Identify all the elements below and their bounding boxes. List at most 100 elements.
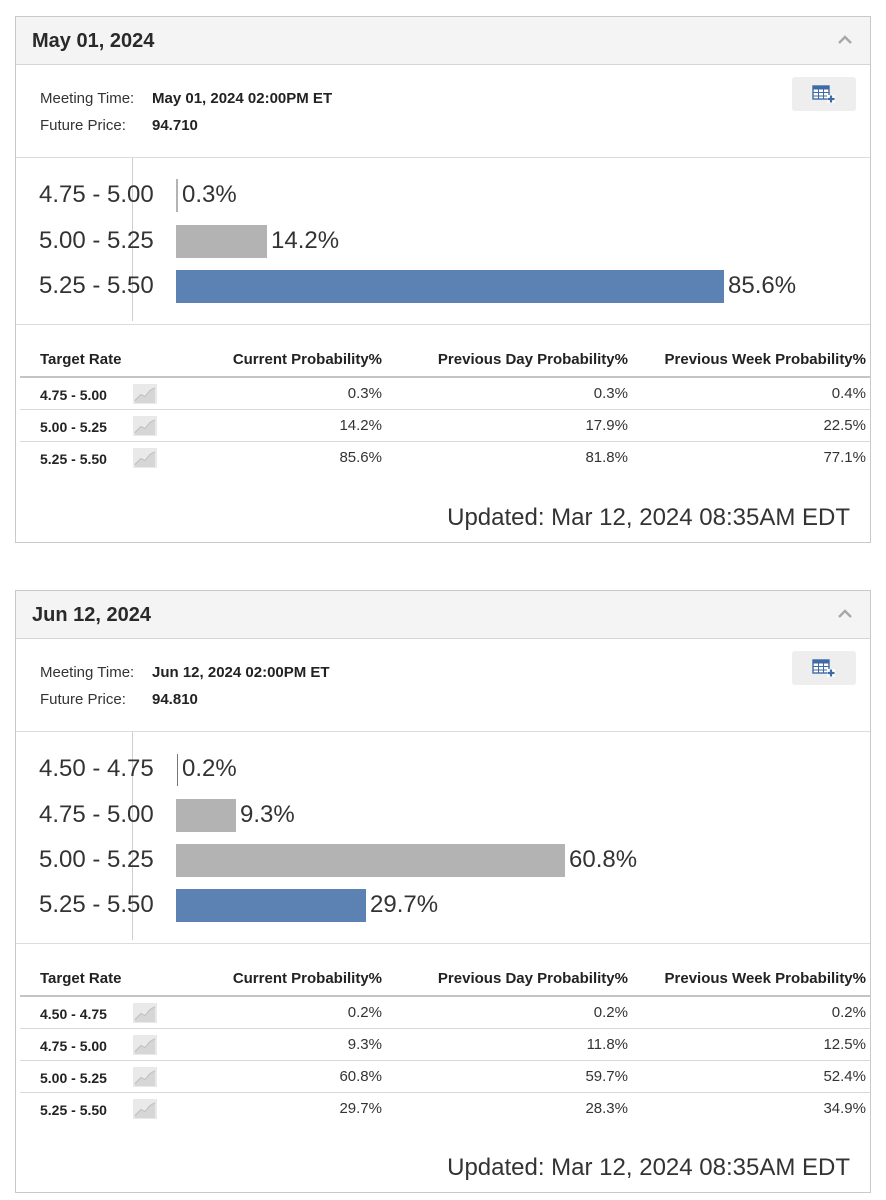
chevron-up-icon[interactable] — [836, 607, 854, 621]
table-row: 4.75 - 5.00 9.3% 11.8% 12.5% — [20, 1029, 870, 1061]
current-probability: 14.2% — [339, 417, 382, 434]
probability-bar — [176, 179, 178, 212]
target-rate: 4.75 - 5.00 — [40, 387, 107, 403]
header-target-rate: Target Rate — [40, 970, 122, 987]
current-probability: 0.3% — [347, 385, 382, 402]
target-rate: 4.75 - 5.00 — [40, 1038, 107, 1054]
panel-header[interactable]: Jun 12, 2024 — [16, 591, 870, 639]
chart-axis — [132, 158, 133, 321]
header-current-probability: Current Probability% — [232, 970, 382, 987]
table-row: 4.75 - 5.00 0.3% 0.3% 0.4% — [20, 378, 870, 410]
previous-day-probability: 59.7% — [585, 1068, 628, 1085]
meeting-panel: Jun 12, 2024 Meeting Time: Jun 12, 2024 … — [15, 590, 871, 1193]
previous-day-probability: 28.3% — [585, 1100, 628, 1117]
header-current-probability: Current Probability% — [232, 351, 382, 368]
divider — [16, 731, 870, 732]
current-probability: 0.2% — [347, 1004, 382, 1021]
previous-week-probability: 0.4% — [831, 385, 866, 402]
future-price-label: Future Price: — [40, 117, 126, 134]
target-rate: 5.00 - 5.25 — [40, 1070, 107, 1086]
bar-label: 5.25 - 5.50 — [39, 272, 154, 299]
table-add-icon — [812, 659, 835, 677]
meeting-info: Meeting Time: May 01, 2024 02:00PM ET Fu… — [40, 85, 332, 139]
previous-week-probability: 0.2% — [831, 1004, 866, 1021]
header-previous-day-probability: Previous Day Probability% — [437, 351, 628, 368]
meeting-panel: May 01, 2024 Meeting Time: May 01, 2024 … — [15, 16, 871, 543]
table-add-icon — [812, 85, 835, 103]
bar-value: 14.2% — [271, 227, 340, 254]
target-rate: 5.25 - 5.50 — [40, 451, 107, 467]
current-probability: 85.6% — [339, 449, 382, 466]
probability-table: Target Rate Current Probability% Previou… — [20, 961, 870, 1125]
table-row: 5.00 - 5.25 14.2% 17.9% 22.5% — [20, 410, 870, 442]
chart-axis — [132, 732, 133, 940]
previous-day-probability: 81.8% — [585, 449, 628, 466]
export-table-button[interactable] — [792, 651, 856, 685]
bar-value: 0.3% — [182, 181, 237, 208]
bar-label: 5.25 - 5.50 — [39, 891, 154, 918]
future-price-value: 94.810 — [152, 691, 198, 708]
bar-label: 5.00 - 5.25 — [39, 846, 154, 873]
current-probability: 60.8% — [339, 1068, 382, 1085]
sparkline-chart-icon[interactable] — [133, 1099, 157, 1119]
future-price-value: 94.710 — [152, 117, 198, 134]
previous-day-probability: 0.3% — [593, 385, 628, 402]
target-rate: 5.00 - 5.25 — [40, 419, 107, 435]
header-previous-week-probability: Previous Week Probability% — [664, 970, 866, 987]
probability-bar — [176, 889, 366, 922]
probability-bar — [176, 799, 236, 832]
table-row: 5.25 - 5.50 85.6% 81.8% 77.1% — [20, 442, 870, 474]
meeting-time-label: Meeting Time: — [40, 90, 135, 107]
probability-table: Target Rate Current Probability% Previou… — [20, 342, 870, 474]
future-price-label: Future Price: — [40, 691, 126, 708]
target-rate: 4.50 - 4.75 — [40, 1006, 107, 1022]
previous-week-probability: 77.1% — [823, 449, 866, 466]
previous-day-probability: 11.8% — [586, 1036, 628, 1053]
bar-label: 5.00 - 5.25 — [39, 227, 154, 254]
export-table-button[interactable] — [792, 77, 856, 111]
probability-bar — [176, 844, 565, 877]
sparkline-chart-icon[interactable] — [133, 1003, 157, 1023]
panel-title: Jun 12, 2024 — [32, 604, 151, 626]
divider — [16, 943, 870, 944]
bar-value: 60.8% — [569, 846, 638, 873]
meeting-info: Meeting Time: Jun 12, 2024 02:00PM ET Fu… — [40, 659, 330, 713]
previous-week-probability: 52.4% — [823, 1068, 866, 1085]
previous-day-probability: 17.9% — [585, 417, 628, 434]
updated-timestamp: Updated: Mar 12, 2024 08:35AM EDT — [447, 1154, 850, 1181]
previous-week-probability: 34.9% — [823, 1100, 866, 1117]
table-row: 5.00 - 5.25 60.8% 59.7% 52.4% — [20, 1061, 870, 1093]
updated-timestamp: Updated: Mar 12, 2024 08:35AM EDT — [447, 504, 850, 531]
sparkline-chart-icon[interactable] — [133, 448, 157, 468]
meeting-time-value: Jun 12, 2024 02:00PM ET — [152, 664, 330, 681]
table-row: 4.50 - 4.75 0.2% 0.2% 0.2% — [20, 997, 870, 1029]
sparkline-chart-icon[interactable] — [133, 416, 157, 436]
table-header: Target Rate Current Probability% Previou… — [20, 961, 870, 997]
bar-value: 9.3% — [240, 801, 295, 828]
bar-value: 29.7% — [370, 891, 439, 918]
previous-week-probability: 22.5% — [823, 417, 866, 434]
bar-value: 0.2% — [182, 755, 237, 782]
table-row: 5.25 - 5.50 29.7% 28.3% 34.9% — [20, 1093, 870, 1125]
chevron-up-icon[interactable] — [836, 33, 854, 47]
previous-week-probability: 12.5% — [823, 1036, 866, 1053]
sparkline-chart-icon[interactable] — [133, 384, 157, 404]
divider — [16, 324, 870, 325]
panel-header[interactable]: May 01, 2024 — [16, 17, 870, 65]
meeting-time-value: May 01, 2024 02:00PM ET — [152, 90, 333, 107]
panel-title: May 01, 2024 — [32, 30, 155, 52]
bar-label: 4.75 - 5.00 — [39, 181, 154, 208]
sparkline-chart-icon[interactable] — [133, 1035, 157, 1055]
bar-label: 4.75 - 5.00 — [39, 801, 154, 828]
sparkline-chart-icon[interactable] — [133, 1067, 157, 1087]
target-rate: 5.25 - 5.50 — [40, 1102, 107, 1118]
probability-bar — [176, 225, 267, 258]
bar-baseline — [177, 754, 178, 786]
previous-day-probability: 0.2% — [593, 1004, 628, 1021]
header-target-rate: Target Rate — [40, 351, 122, 368]
header-previous-week-probability: Previous Week Probability% — [664, 351, 866, 368]
bar-value: 85.6% — [728, 272, 797, 299]
bar-label: 4.50 - 4.75 — [39, 755, 154, 782]
meeting-time-label: Meeting Time: — [40, 664, 135, 681]
current-probability: 9.3% — [347, 1036, 382, 1053]
